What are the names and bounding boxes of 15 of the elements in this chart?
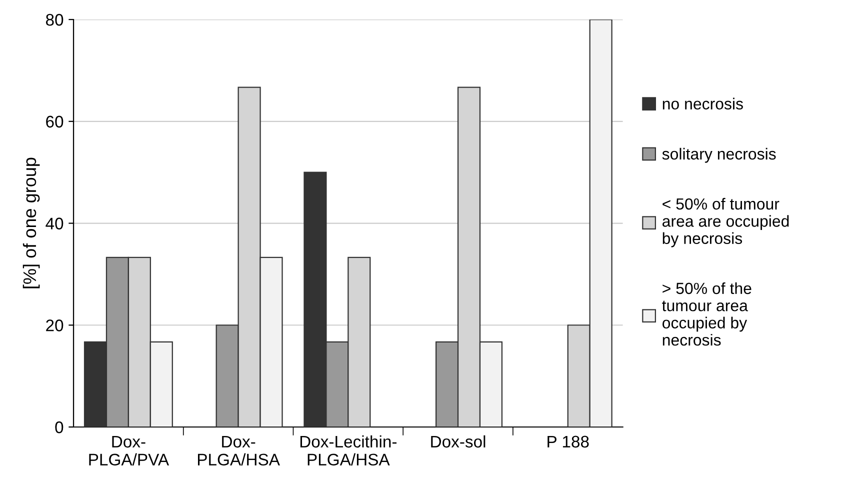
- legend-label: < 50% of tumour area are occupied by necrosis: [662, 198, 789, 248]
- y-tick-label: 60: [46, 116, 64, 128]
- y-axis-title: [%] of one group: [22, 158, 40, 288]
- x-tick-label: Dox-Lecithin- PLGA/HSA: [300, 435, 397, 466]
- x-tick-label: Dox-sol: [431, 435, 486, 448]
- legend-label: > 50% of the tumour area occupied by necrosis: [662, 282, 752, 346]
- y-tick-label: 80: [46, 14, 64, 26]
- legend-label: no necrosis: [662, 98, 743, 110]
- legend-label: solitary necrosis: [662, 148, 776, 163]
- x-tick-label: P 188: [548, 436, 589, 448]
- y-tick-label: 0: [55, 421, 64, 434]
- x-tick-label: Dox- PLGA/HSA: [198, 436, 280, 466]
- y-tick-label: 20: [46, 320, 64, 332]
- x-tick-label: Dox- PLGA/PVA: [89, 436, 170, 466]
- y-tick-label: 40: [46, 218, 64, 230]
